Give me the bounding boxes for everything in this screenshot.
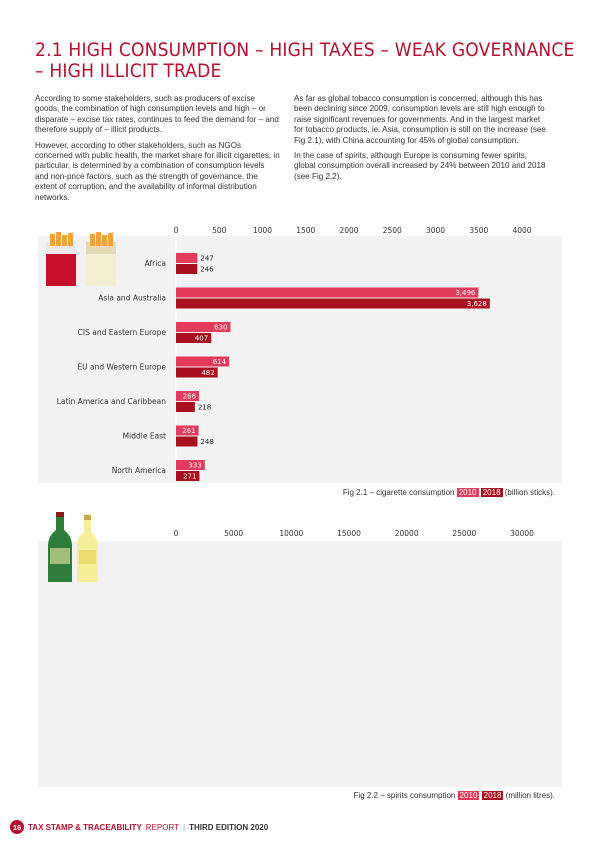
- caption-prefix: Fig 2.1 – cigarette consumption: [342, 488, 455, 497]
- caption-suffix: (million litres).: [505, 791, 555, 800]
- footer-edition: THIRD EDITION 2020: [189, 822, 269, 832]
- bar-value-label: 218: [198, 404, 211, 412]
- body-paragraph: However, according to other stakeholders…: [35, 140, 280, 202]
- legend-2010: 2010: [457, 791, 480, 800]
- category-label: Africa: [145, 259, 166, 268]
- bar-2010: [176, 391, 200, 401]
- x-tick-label: 4000: [512, 226, 531, 235]
- bar-2018: [176, 264, 198, 274]
- page-number: 16: [10, 820, 24, 834]
- x-tick-label: 3000: [426, 226, 445, 235]
- section-number: 2.1: [35, 39, 63, 61]
- bar-value-label: 614: [213, 358, 227, 366]
- bar-value-label: 482: [201, 369, 214, 377]
- bar-2018: [176, 298, 490, 309]
- bar-2010: [176, 425, 199, 436]
- bar-value-label: 630: [214, 324, 227, 332]
- x-tick-label: 15000: [337, 529, 361, 538]
- section-title-text: HIGH CONSUMPTION – HIGH TAXES – WEAK GOV…: [35, 39, 575, 82]
- x-tick-label: 30000: [510, 529, 534, 538]
- bar-2010: [176, 460, 205, 470]
- x-tick-label: 10000: [279, 529, 303, 538]
- bar-value-label: 407: [195, 335, 208, 343]
- bar-2010: [176, 356, 230, 367]
- x-tick-label: 2500: [383, 226, 402, 235]
- caption-prefix: Fig 2.2 – spirits consumption: [353, 791, 456, 800]
- chart-panel-cigarettes: [38, 236, 562, 483]
- x-tick-label: 2000: [339, 226, 358, 235]
- bar-2018: [176, 471, 200, 481]
- footer-brand: TAX STAMP & TRACEABILITY: [28, 822, 142, 832]
- bar-2010: [176, 287, 479, 298]
- x-tick-label: 0: [174, 226, 179, 235]
- cigarette-packs-icon: [46, 232, 116, 286]
- bar-2018: [176, 402, 195, 412]
- bar-value-label: 247: [200, 255, 213, 263]
- legend-2010: 2010: [456, 488, 479, 497]
- category-label: CIS and Eastern Europe: [78, 328, 167, 337]
- caption-suffix: (billion sticks).: [504, 488, 555, 497]
- x-tick-label: 20000: [395, 529, 419, 538]
- bar-value-label: 261: [182, 427, 195, 435]
- body-left-column: According to some stakeholders, such as …: [35, 94, 280, 208]
- chart-panel-spirits: [38, 541, 562, 787]
- category-label: Middle East: [123, 432, 166, 441]
- section-title: 2.1 HIGH CONSUMPTION – HIGH TAXES – WEAK…: [35, 40, 575, 82]
- bottles-icon: [48, 512, 98, 582]
- fig-2-1-caption: Fig 2.1 – cigarette consumption 2010 201…: [343, 488, 555, 497]
- x-tick-label: 500: [212, 226, 227, 235]
- bar-value-label: 333: [188, 462, 201, 470]
- legend-2018: 2018: [481, 791, 504, 800]
- x-tick-label: 1500: [296, 226, 315, 235]
- legend-2018: 2018: [480, 488, 503, 497]
- category-label: Asia and Australia: [98, 294, 166, 303]
- body-paragraph: As far as global tobacco consumption is …: [294, 94, 546, 145]
- body-right-column: As far as global tobacco consumption is …: [294, 94, 546, 187]
- category-label: Latin America and Caribbean: [57, 397, 166, 406]
- x-tick-label: 3500: [469, 226, 488, 235]
- category-label: EU and Western Europe: [77, 363, 166, 372]
- body-paragraph: In the case of spirits, although Europe …: [294, 151, 546, 181]
- bar-2018: [176, 333, 212, 343]
- x-tick-label: 1000: [253, 226, 272, 235]
- x-tick-label: 25000: [452, 529, 476, 538]
- bar-value-label: 266: [183, 393, 197, 401]
- page-footer: 16 TAX STAMP & TRACEABILITY REPORT | THI…: [10, 820, 268, 834]
- bar-2018: [176, 367, 218, 378]
- body-paragraph: According to some stakeholders, such as …: [35, 94, 279, 135]
- bar-value-label: 3,496: [455, 289, 476, 297]
- bar-value-label: 246: [200, 266, 214, 274]
- bar-value-label: 3,628: [467, 300, 487, 308]
- bar-value-label: 271: [183, 473, 196, 481]
- bar-2010: [176, 322, 231, 332]
- fig-2-2-caption: Fig 2.2 – spirits consumption 2010 2018 …: [354, 791, 555, 800]
- x-tick-label: 0: [174, 529, 179, 538]
- bar-2010: [176, 253, 198, 263]
- bar-value-label: 248: [200, 438, 213, 446]
- category-label: North America: [112, 466, 166, 475]
- footer-report: REPORT: [145, 822, 179, 832]
- x-tick-label: 5000: [224, 529, 243, 538]
- bar-2018: [176, 436, 198, 447]
- footer-separator: |: [182, 822, 186, 832]
